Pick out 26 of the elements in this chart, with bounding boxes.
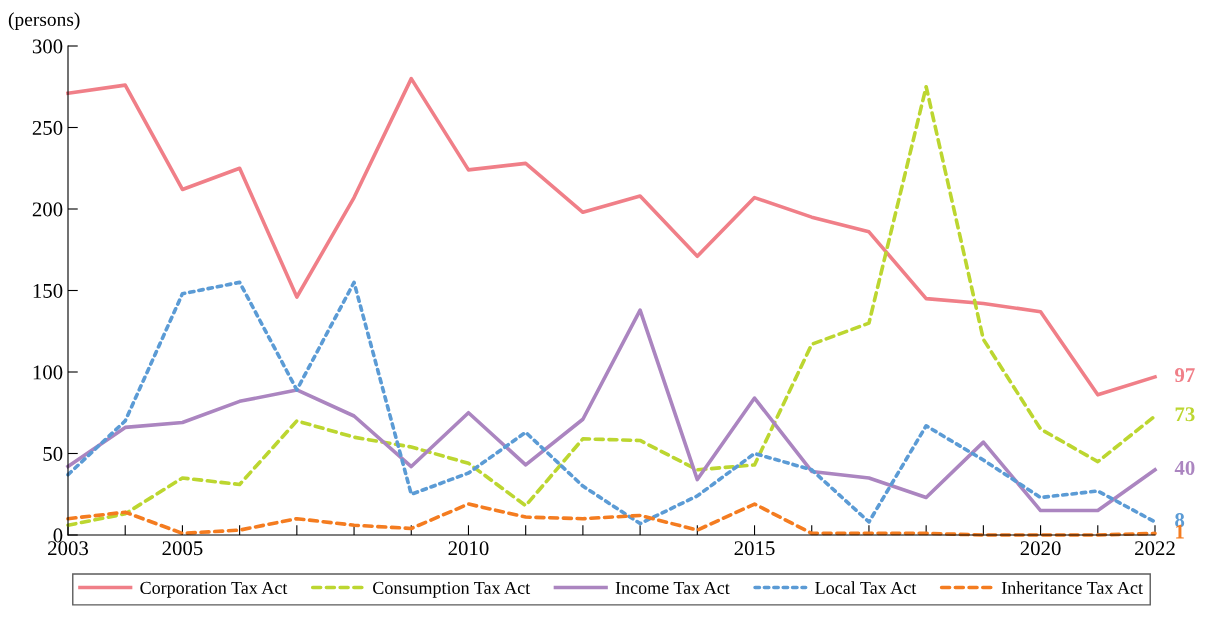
x-tick-label: 2015 <box>734 541 775 556</box>
legend-label: Income Tax Act <box>615 581 730 594</box>
y-tick-label: 100 <box>33 365 63 380</box>
y-tick-label: 50 <box>43 446 63 461</box>
y-tick-label: 200 <box>32 202 63 217</box>
line-series <box>66 308 1157 513</box>
y-axis-title: (persons) <box>8 12 80 30</box>
x-tick-label: 2010 <box>448 541 489 556</box>
x-tick-label: 2020 <box>1020 541 1061 556</box>
y-tick-label: 150 <box>33 283 63 298</box>
data-label: 40 <box>1174 460 1195 476</box>
line-series <box>66 76 1157 397</box>
line-series <box>66 280 1157 526</box>
x-tick-label: 2003 <box>48 541 89 556</box>
y-tick-label: 300 <box>32 39 63 54</box>
legend-label: Inheritance Tax Act <box>1001 581 1143 594</box>
x-tick-label: 2022 <box>1135 541 1175 556</box>
legend-label: Local Tax Act <box>815 581 917 594</box>
y-tick-label: 250 <box>32 120 63 135</box>
x-tick-label: 2005 <box>162 541 203 556</box>
data-label: 73 <box>1175 407 1195 422</box>
legend-label: Consumption Tax Act <box>373 581 531 598</box>
y-tick-label: 0 <box>53 528 63 543</box>
data-label: 97 <box>1175 368 1195 383</box>
line-series <box>66 84 1157 528</box>
legend-label: Corporation Tax Act <box>140 581 288 598</box>
